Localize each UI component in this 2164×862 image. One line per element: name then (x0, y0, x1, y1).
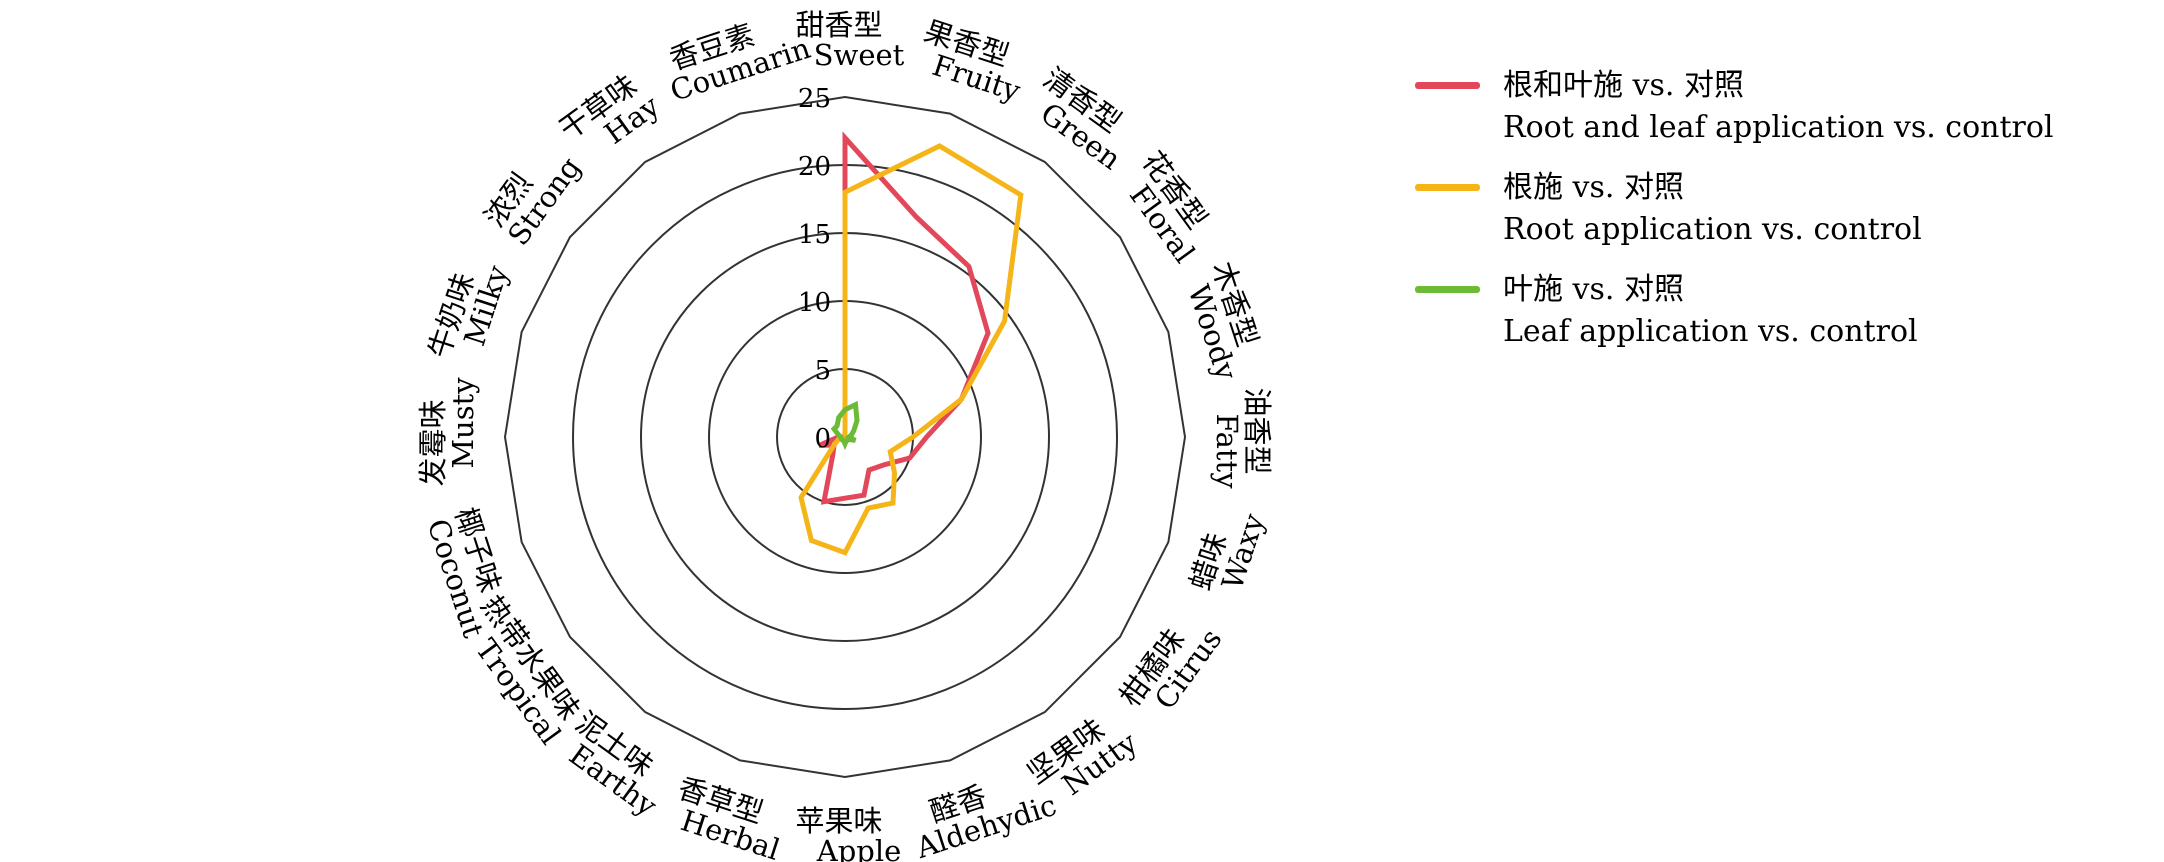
series-line-0 (818, 131, 991, 505)
category-label-cn: 苹果味 (795, 804, 882, 838)
legend-label-en: Leaf application vs. control (1503, 314, 1918, 349)
outer-polygon (503, 95, 1187, 779)
category-label-en: Apple (816, 834, 902, 862)
radial-tick-label: 20 (798, 152, 831, 182)
radar-series (798, 131, 1024, 556)
legend-label-cn: 叶施 vs. 对照 (1503, 272, 1684, 307)
category-label-en: Sweet (814, 38, 905, 72)
radial-tick-labels: 0 5 10 15 20 25 (798, 84, 831, 454)
category-label-cn: 甜香型 (795, 8, 882, 42)
category-label-en: Musty (446, 377, 480, 469)
series-line-2 (830, 400, 860, 451)
legend-label-en: Root and leaf application vs. control (1503, 110, 2054, 145)
legend-label-cn: 根和叶施 vs. 对照 (1503, 68, 1744, 103)
legend-swatch-root (1415, 184, 1480, 191)
category-label-en: Fatty (1210, 413, 1244, 489)
radial-tick-label: 10 (798, 288, 831, 318)
legend-label-cn: 根施 vs. 对照 (1503, 170, 1684, 205)
legend-swatch-leaf (1415, 286, 1480, 293)
radial-tick-label: 15 (798, 220, 831, 250)
category-label-cn: 发霉味 (416, 399, 450, 486)
series-line-1 (798, 143, 1024, 556)
legend-label-en: Root application vs. control (1503, 212, 1922, 247)
radial-tick-label: 0 (814, 424, 831, 454)
category-label-cn: 油香型 (1240, 387, 1274, 474)
radial-tick-label: 5 (814, 356, 831, 386)
legend-swatch-root-and-leaf (1415, 82, 1480, 89)
radial-tick-label: 25 (798, 84, 831, 114)
